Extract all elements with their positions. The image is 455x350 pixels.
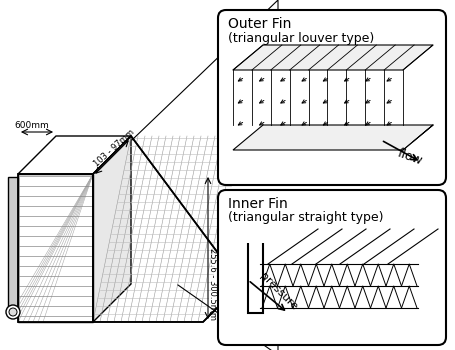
Text: 600mm: 600mm [15, 121, 50, 130]
Text: Outer Fin: Outer Fin [228, 17, 291, 31]
Polygon shape [233, 45, 433, 70]
Text: 255.6 - 300.5mm: 255.6 - 300.5mm [208, 248, 217, 320]
Polygon shape [93, 136, 131, 322]
Polygon shape [93, 136, 241, 322]
FancyBboxPatch shape [218, 10, 446, 185]
Circle shape [6, 305, 20, 319]
Text: Inner Fin: Inner Fin [228, 197, 288, 211]
Text: pressure: pressure [258, 271, 299, 312]
FancyBboxPatch shape [218, 190, 446, 345]
Polygon shape [8, 177, 18, 315]
Polygon shape [18, 174, 93, 322]
Text: (triangular louver type): (triangular louver type) [228, 32, 374, 45]
Polygon shape [233, 125, 433, 150]
Text: flow: flow [396, 147, 425, 168]
Circle shape [9, 308, 17, 316]
Text: 103 - 97mm: 103 - 97mm [92, 127, 136, 168]
Polygon shape [18, 136, 131, 174]
Text: (triangular straight type): (triangular straight type) [228, 211, 384, 224]
